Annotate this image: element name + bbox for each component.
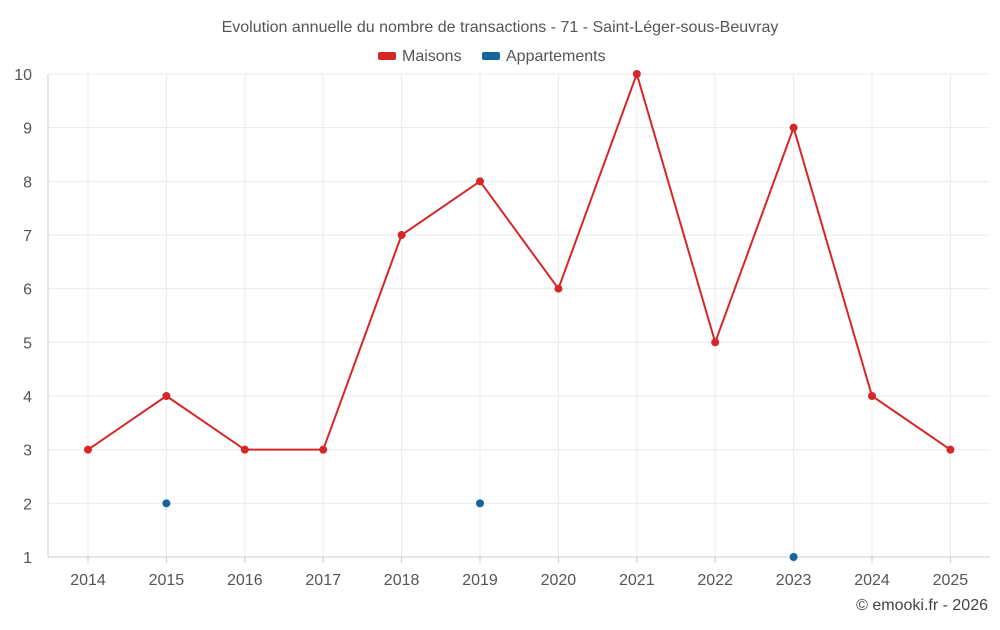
x-tick-label: 2017	[305, 572, 341, 589]
data-point-maisons[interactable]	[240, 445, 249, 454]
data-point-maisons[interactable]	[476, 177, 484, 186]
y-tick-label: 1	[23, 550, 32, 567]
legend-label-maisons: Maisons	[402, 48, 462, 65]
legend-item-maisons[interactable]: Maisons	[378, 48, 462, 65]
x-tick-label: 2025	[933, 572, 969, 589]
x-tick-label: 2022	[697, 572, 733, 589]
data-point-appartements[interactable]	[789, 553, 798, 561]
data-point-maisons[interactable]	[632, 70, 641, 78]
x-tick-label: 2024	[854, 572, 890, 589]
legend-label-appartements: Appartements	[506, 48, 606, 65]
y-tick-label: 3	[23, 443, 32, 460]
x-tick-label: 2018	[384, 572, 420, 589]
x-tick-label: 2019	[462, 572, 498, 589]
y-tick-label: 8	[23, 174, 32, 191]
legend-item-appartements[interactable]: Appartements	[482, 48, 606, 65]
series-maisons	[84, 70, 955, 454]
data-point-maisons[interactable]	[946, 445, 955, 454]
series-appartements	[162, 499, 798, 561]
legend: Maisons Appartements	[378, 48, 606, 65]
y-tick-label: 10	[14, 67, 32, 84]
x-tick-label: 2020	[541, 572, 577, 589]
x-tick-label: 2016	[227, 572, 263, 589]
data-point-maisons[interactable]	[397, 231, 406, 239]
data-point-maisons[interactable]	[319, 445, 328, 454]
axes: 1 2 3 4 5 6 7 8 9 10 2014 2015 2016 2017 2018 2019 2020 2…	[14, 67, 990, 589]
y-tick-label: 5	[23, 335, 32, 352]
data-point-maisons[interactable]	[789, 123, 798, 132]
data-point-maisons[interactable]	[162, 392, 171, 400]
series-line-maisons	[87, 70, 951, 451]
x-tick-label: 2014	[70, 572, 106, 589]
legend-swatch-appartements	[482, 52, 500, 60]
data-point-appartements[interactable]	[476, 499, 484, 508]
chart-title: Evolution annuelle du nombre de transact…	[222, 19, 779, 36]
y-tick-label: 6	[23, 282, 32, 299]
y-tick-label: 7	[23, 228, 32, 245]
y-tick-label: 2	[23, 496, 32, 513]
data-point-maisons[interactable]	[84, 445, 92, 454]
data-point-appartements[interactable]	[162, 499, 171, 508]
data-point-maisons[interactable]	[711, 338, 720, 347]
y-tick-label: 9	[23, 121, 32, 138]
y-tick-label: 4	[23, 389, 32, 406]
x-tick-label: 2015	[149, 572, 185, 589]
x-tick-label: 2023	[776, 572, 812, 589]
credit-text[interactable]: © emooki.fr - 2026	[856, 597, 988, 614]
data-point-maisons[interactable]	[554, 284, 563, 293]
series-group	[84, 70, 955, 561]
x-tick-label: 2021	[619, 572, 655, 589]
data-point-maisons[interactable]	[868, 392, 876, 400]
legend-swatch-maisons	[378, 52, 396, 60]
